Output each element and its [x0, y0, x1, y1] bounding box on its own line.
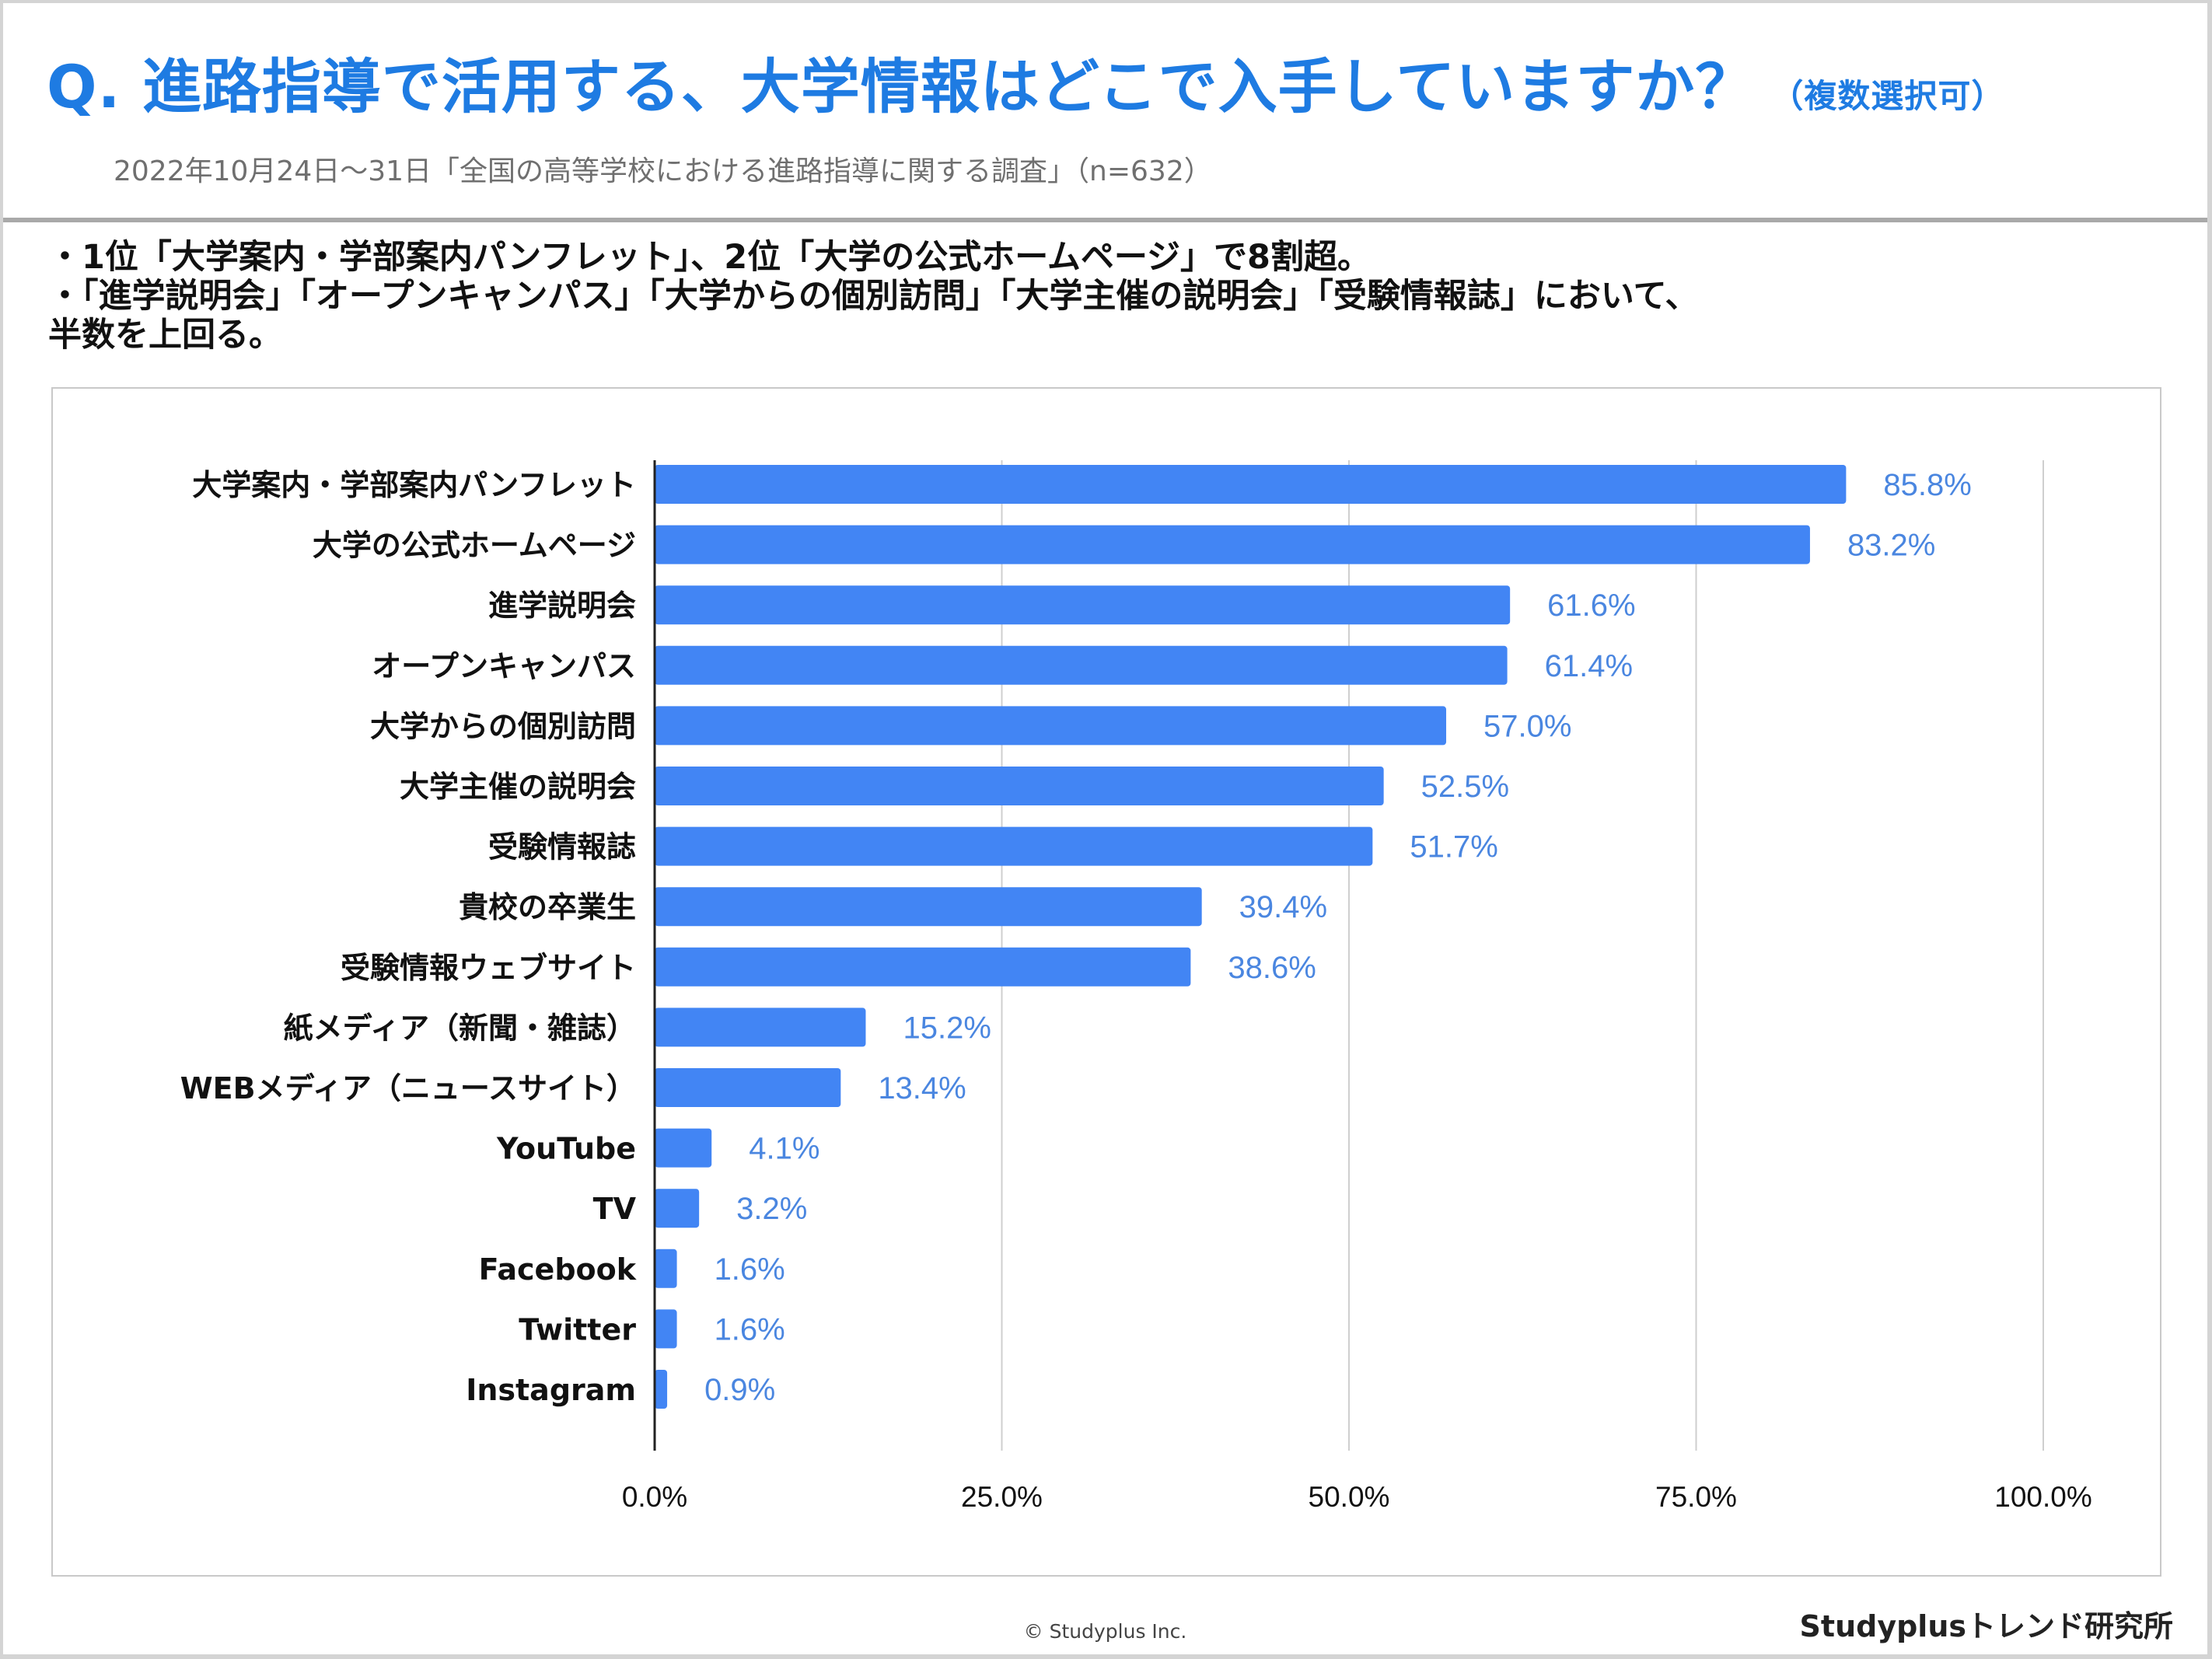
copyright: © Studyplus Inc. [1023, 1620, 1187, 1643]
bar-chart: 大学案内・学部案内パンフレット 85.8% 大学の公式ホームページ 83.2% 進学説明… [180, 460, 2092, 1513]
category-label-9: 紙メディア（新聞・雑誌） [284, 1011, 636, 1045]
category-label-8: 受験情報ウェブサイト [341, 951, 636, 985]
page-title: Q. 進路指導で活用する、大学情報はどこで入手していますか？ （複数選択可） [47, 48, 2004, 135]
value-label-15: 0.9% [704, 1373, 775, 1407]
header-divider [3, 218, 2207, 222]
summary-line-2: ・「進学説明会」「オープンキャンパス」「大学からの個別訪問」「大学主催の説明会」… [48, 277, 1699, 316]
value-label-8: 38.6% [1228, 951, 1316, 985]
value-label-2: 61.6% [1547, 589, 1635, 623]
bar-1 [655, 525, 1810, 564]
category-label-1: 大学の公式ホームページ [313, 529, 636, 563]
category-label-7: 貴校の卒業生 [459, 890, 636, 924]
summary-line-3: 半数を上回る。 [48, 316, 282, 355]
value-label-5: 52.5% [1421, 770, 1509, 804]
category-label-15: Instagram [466, 1373, 636, 1407]
slide: Q. 進路指導で活用する、大学情報はどこで入手していますか？ （複数選択可） 20… [3, 3, 2207, 1654]
bar-13 [655, 1249, 677, 1288]
value-label-4: 57.0% [1483, 709, 1571, 743]
category-label-0: 大学案内・学部案内パンフレット [192, 468, 636, 502]
category-label-12: TV [593, 1192, 637, 1226]
x-tick-label-0: 0.0% [622, 1481, 687, 1513]
value-label-0: 85.8% [1883, 468, 1971, 502]
bar-5 [655, 767, 1384, 805]
x-tick-label-3: 75.0% [1655, 1481, 1737, 1513]
survey-subtitle: 2022年10月24日〜31日「全国の高等学校における進路指導に関する調査」（n… [114, 155, 1212, 187]
value-label-1: 83.2% [1847, 529, 1935, 563]
category-label-5: 大学主催の説明会 [400, 770, 636, 804]
bar-14 [655, 1309, 677, 1349]
bar-10 [655, 1068, 841, 1107]
bar-8 [655, 947, 1191, 987]
chart-frame: 大学案内・学部案内パンフレット 85.8% 大学の公式ホームページ 83.2% 進学説明… [51, 387, 2161, 1577]
category-label-2: 進学説明会 [488, 589, 636, 623]
title-note: （複数選択可） [1770, 77, 2005, 115]
bar-4 [655, 706, 1447, 746]
category-label-6: 受験情報誌 [488, 830, 636, 864]
value-label-12: 3.2% [736, 1192, 807, 1226]
bar-0 [655, 465, 1847, 504]
category-label-10: WEBメディア（ニュースサイト） [180, 1071, 636, 1105]
bar-9 [655, 1008, 866, 1047]
value-label-9: 15.2% [903, 1011, 991, 1045]
bar-11 [655, 1128, 712, 1168]
value-label-6: 51.7% [1410, 830, 1497, 864]
category-label-14: Twitter [519, 1312, 636, 1346]
value-label-10: 13.4% [878, 1071, 966, 1105]
category-label-3: オープンキャンパス [372, 649, 636, 683]
x-tick-label-4: 100.0% [1994, 1481, 2092, 1513]
value-label-13: 1.6% [715, 1252, 785, 1287]
category-label-11: YouTube [496, 1132, 636, 1166]
summary-line-1: ・1位「大学案内・学部案内パンフレット」、2位「大学の公式ホームページ」で8割超… [48, 238, 1371, 277]
value-label-3: 61.4% [1545, 649, 1633, 683]
category-label-13: Facebook [479, 1252, 637, 1287]
bar-3 [655, 645, 1508, 685]
value-label-7: 39.4% [1239, 890, 1327, 924]
bar-7 [655, 887, 1202, 927]
title-text: Q. 進路指導で活用する、大学情報はどこで入手していますか？ [47, 52, 1756, 121]
value-label-11: 4.1% [749, 1132, 819, 1166]
value-label-14: 1.6% [715, 1312, 785, 1346]
x-tick-label-2: 50.0% [1309, 1481, 1390, 1513]
x-tick-label-1: 25.0% [961, 1481, 1043, 1513]
bar-6 [655, 826, 1373, 866]
bar-2 [655, 585, 1511, 625]
category-label-4: 大学からの個別訪問 [370, 709, 636, 743]
summary-text: ・1位「大学案内・学部案内パンフレット」、2位「大学の公式ホームページ」で8割超… [48, 238, 1698, 355]
brand-logo: Studyplusトレンド研究所 [1799, 1609, 2173, 1643]
bar-12 [655, 1189, 700, 1228]
bar-15 [655, 1370, 668, 1409]
